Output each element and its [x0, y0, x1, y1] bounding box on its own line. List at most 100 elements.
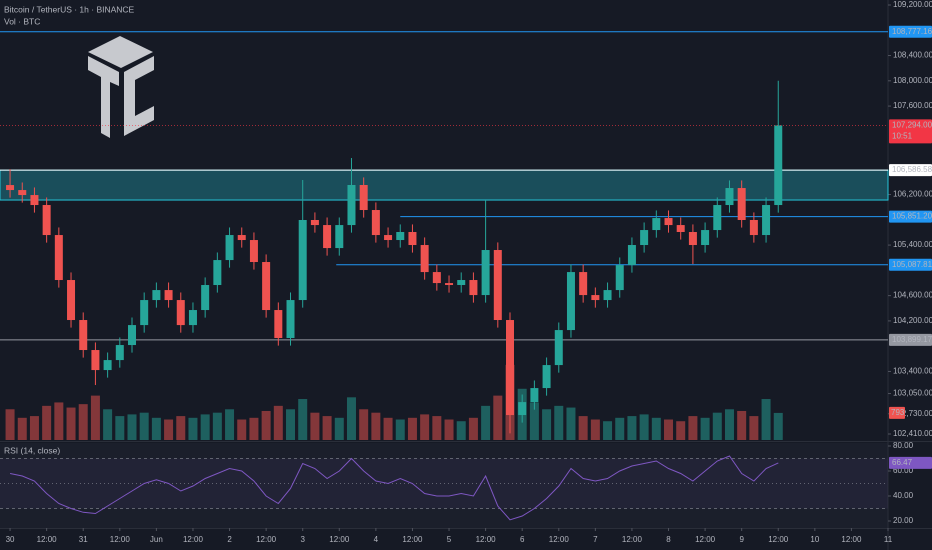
volume-bar — [773, 412, 783, 440]
volume-title: Vol · BTC — [4, 16, 40, 26]
candle-body — [445, 283, 454, 286]
volume-bar — [164, 419, 174, 440]
candle-body — [103, 360, 112, 371]
volume-bar — [17, 417, 27, 440]
x-tick-label: 12:00 — [622, 535, 643, 544]
candle-body — [347, 184, 356, 226]
x-tick-label: 7 — [593, 535, 598, 544]
candle-body — [518, 402, 527, 416]
volume-badge: 793 — [891, 408, 905, 417]
logo — [88, 36, 154, 138]
volume-bar — [29, 416, 39, 440]
volume-bar — [578, 416, 588, 440]
y-tick-label: 107,600.00 — [893, 101, 932, 110]
volume-bar — [310, 412, 320, 440]
candle-body — [323, 225, 332, 249]
volume-bar — [90, 395, 100, 440]
last-price-label: 107,294.00 — [892, 121, 932, 130]
candle-body — [505, 320, 514, 416]
volume-bar — [737, 410, 747, 440]
x-tick-label: 31 — [79, 535, 88, 544]
logo-right — [124, 56, 154, 136]
level-label: 105,087.81 — [892, 260, 932, 269]
candle-body — [774, 125, 783, 206]
y-tick-label: 102,730.00 — [893, 409, 932, 418]
x-tick-label: 12:00 — [768, 535, 789, 544]
candle-body — [359, 184, 368, 211]
candle-body — [481, 250, 490, 296]
volume-bar — [212, 412, 222, 440]
volume-bar — [151, 417, 161, 440]
chart-title: Bitcoin / TetherUS · 1h · BINANCE — [4, 4, 135, 14]
volume-bar — [273, 405, 283, 440]
candle-body — [713, 205, 722, 231]
volume-bar — [346, 397, 356, 440]
volume-bar — [78, 404, 88, 440]
candle-body — [201, 285, 210, 311]
y-tick-label: 108,400.00 — [893, 51, 932, 60]
x-tick-label: 12:00 — [695, 535, 716, 544]
volume-bar — [115, 416, 125, 440]
candle-body — [115, 345, 124, 361]
candle-body — [652, 218, 661, 231]
level-label: 105,851.20 — [892, 212, 932, 221]
level-label: 103,899.17 — [892, 335, 932, 344]
volume-bar — [383, 417, 393, 440]
x-tick-label: 9 — [739, 535, 744, 544]
volume-bar — [700, 417, 710, 440]
volume-bar — [371, 412, 381, 440]
x-tick-label: 8 — [666, 535, 671, 544]
volume-bar — [603, 421, 613, 440]
x-tick-label: 12:00 — [256, 535, 277, 544]
candle-body — [188, 310, 197, 326]
volume-bar — [468, 417, 478, 440]
candle-body — [30, 195, 39, 206]
candle-body — [664, 218, 673, 226]
candle-body — [213, 260, 222, 286]
candle-body — [42, 205, 51, 236]
candle-body — [371, 210, 380, 236]
volume-bar — [42, 405, 52, 440]
resistance-zone — [0, 169, 889, 201]
volume-bar — [724, 409, 734, 440]
volume-bar — [590, 419, 600, 440]
candle-body — [627, 245, 636, 266]
candle-body — [396, 232, 405, 241]
logo-left — [88, 56, 119, 138]
logo-top — [88, 36, 153, 68]
x-tick-label: 11 — [884, 535, 893, 544]
volume-bar — [554, 405, 564, 440]
candle-body — [335, 225, 344, 249]
candle-body — [603, 290, 612, 301]
level-label: 106,586.58 — [892, 165, 932, 174]
rsi-title: RSI (14, close) — [4, 445, 60, 455]
x-tick-label: 12:00 — [402, 535, 423, 544]
candle-body — [408, 232, 417, 246]
volume-bar — [627, 416, 637, 440]
candle-body — [164, 290, 173, 301]
candle-body — [54, 235, 63, 281]
rsi-tick-label: 40.00 — [893, 491, 914, 500]
x-tick-label: 12:00 — [476, 535, 497, 544]
candle-body — [274, 310, 283, 339]
volume-bar — [676, 421, 686, 440]
volume-bar — [566, 407, 576, 440]
x-tick-label: 4 — [374, 535, 379, 544]
candle-body — [469, 280, 478, 296]
candle-body — [615, 265, 624, 291]
volume-bar — [493, 395, 503, 440]
y-tick-label: 109,200.00 — [893, 0, 932, 9]
candle-body — [420, 245, 429, 273]
candle-body — [566, 272, 575, 331]
rsi-badge: 66.47 — [892, 458, 913, 467]
candle-body — [701, 230, 710, 246]
x-tick-label: 12:00 — [329, 535, 350, 544]
candle-body — [554, 330, 563, 366]
x-tick-label: 12:00 — [549, 535, 570, 544]
x-tick-label: 3 — [300, 535, 305, 544]
candles — [6, 80, 783, 434]
volume-bar — [529, 402, 539, 440]
x-tick-label: 6 — [520, 535, 525, 544]
candle-body — [725, 188, 734, 206]
candle-body — [542, 365, 551, 389]
